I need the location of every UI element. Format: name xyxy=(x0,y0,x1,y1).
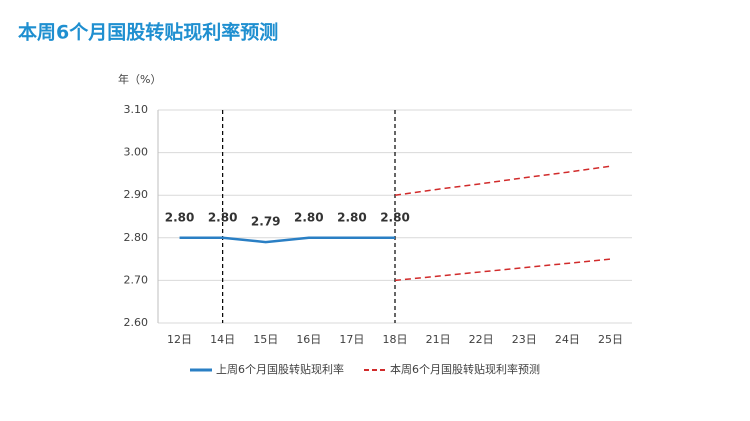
data-label: 2.80 xyxy=(337,210,367,224)
legend-label: 上周6个月国股转贴现利率 xyxy=(216,362,344,376)
series-line xyxy=(179,236,395,244)
x-tick-label: 22日 xyxy=(469,333,494,346)
x-tick-label: 15日 xyxy=(253,333,278,346)
x-tick-label: 17日 xyxy=(339,333,364,346)
y-axis-label: 年（%） xyxy=(118,72,161,86)
x-tick-label: 16日 xyxy=(296,333,321,346)
x-tick-label: 25日 xyxy=(598,333,623,346)
chart-title: 本周6个月国股转贴现利率预测 xyxy=(18,21,278,44)
y-tick-label: 3.10 xyxy=(124,103,149,116)
data-label: 2.79 xyxy=(251,215,281,229)
x-tick-label: 14日 xyxy=(210,333,235,346)
legend-label: 本周6个月国股转贴现利率预测 xyxy=(390,362,540,376)
series-line xyxy=(394,165,611,196)
y-tick-label: 2.60 xyxy=(124,316,149,329)
data-label: 2.80 xyxy=(165,210,195,224)
y-tick-label: 2.90 xyxy=(124,188,149,201)
y-tick-label: 2.70 xyxy=(124,273,149,286)
data-label: 2.80 xyxy=(294,210,324,224)
series-line xyxy=(394,258,611,282)
x-tick-label: 23日 xyxy=(512,333,537,346)
y-tick-label: 3.00 xyxy=(124,146,149,159)
x-tick-label: 18日 xyxy=(383,333,408,346)
y-tick-label: 2.80 xyxy=(124,231,149,244)
x-tick-label: 12日 xyxy=(167,333,192,346)
x-tick-label: 21日 xyxy=(426,333,451,346)
data-label: 2.80 xyxy=(208,210,238,224)
data-label: 2.80 xyxy=(380,210,410,224)
x-tick-label: 24日 xyxy=(555,333,580,346)
